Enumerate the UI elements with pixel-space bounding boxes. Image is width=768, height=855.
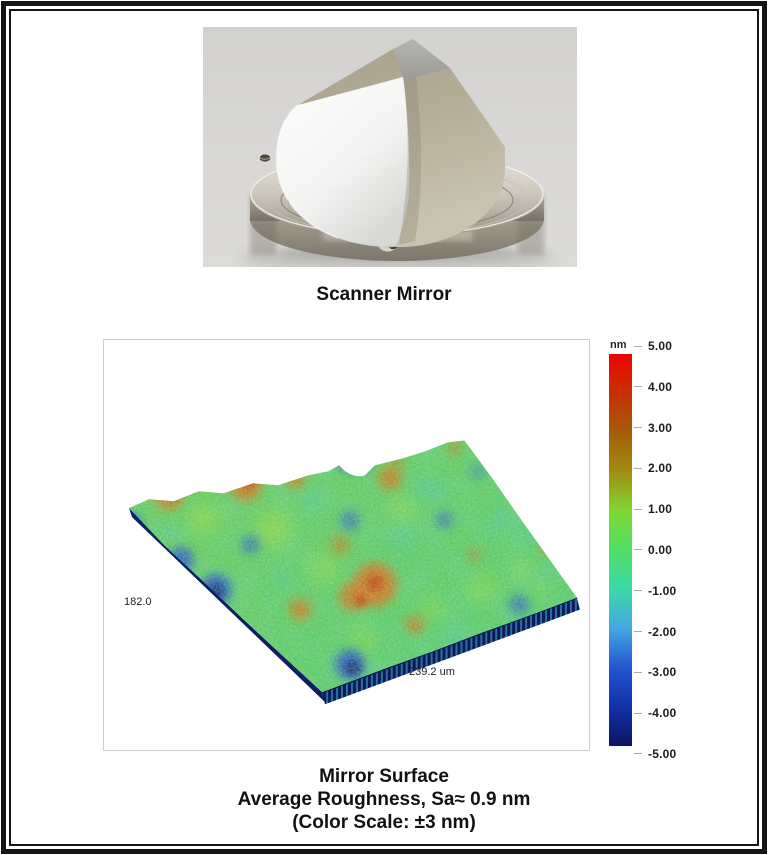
tick-mark: [634, 549, 642, 551]
tick-label: 2.00: [648, 461, 673, 476]
tick-label: -1.00: [648, 583, 677, 598]
colorbar: nm 5.00 4.00: [609, 339, 699, 761]
surface-caption-title: Mirror Surface: [319, 766, 449, 787]
y-extent-label: 182.0: [124, 596, 152, 608]
colorbar-tick: -5.00: [634, 746, 698, 762]
tick-mark: [634, 345, 642, 347]
tick-label: -2.00: [648, 624, 677, 639]
scanner-mirror-photo: [203, 27, 577, 267]
colorbar-tick: -1.00: [634, 583, 698, 599]
colorbar-tick: 0.00: [634, 542, 698, 558]
tick-label: -5.00: [648, 746, 677, 761]
surface-caption-block: Mirror Surface Average Roughness, Sa≈ 0.…: [0, 765, 768, 834]
tick-mark: [634, 671, 642, 673]
colorbar-tick: 2.00: [634, 460, 698, 476]
colorbar-tick: 5.00: [634, 338, 698, 354]
tick-label: -4.00: [648, 706, 677, 721]
tick-mark: [634, 508, 642, 510]
tick-mark: [634, 427, 642, 429]
tick-mark: [634, 590, 642, 592]
photo-caption: Scanner Mirror: [316, 284, 452, 305]
tick-mark: [634, 467, 642, 469]
tick-label: 4.00: [648, 379, 673, 394]
colorbar-unit-label: nm: [610, 339, 627, 351]
surface-3d-plot: [129, 440, 580, 705]
tick-mark: [634, 753, 642, 755]
tick-mark: [634, 712, 642, 714]
x-extent-label: 239.2 um: [409, 666, 455, 678]
colorbar-tick: -2.00: [634, 624, 698, 640]
colorbar-tick: 1.00: [634, 501, 698, 517]
tick-label: 0.00: [648, 542, 673, 557]
tick-label: 5.00: [648, 339, 673, 353]
surface-caption-scale: (Color Scale: ±3 nm): [292, 812, 476, 833]
surface-plot-panel: 182.0 239.2 um: [103, 339, 590, 751]
tick-label: 1.00: [648, 502, 673, 517]
colorbar-tick-list: 5.00 4.00 3.00 2.00 1.00 0.00 -1.00 -2.0…: [634, 338, 698, 762]
colorbar-gradient: [609, 354, 632, 746]
tick-mark: [634, 631, 642, 633]
colorbar-tick: -3.00: [634, 664, 698, 680]
tick-label: 3.00: [648, 420, 673, 435]
colorbar-tick: 4.00: [634, 379, 698, 395]
surface-caption-roughness: Average Roughness, Sa≈ 0.9 nm: [237, 789, 531, 810]
tick-label: -3.00: [648, 665, 677, 680]
colorbar-tick: 3.00: [634, 420, 698, 436]
tick-mark: [634, 386, 642, 388]
colorbar-tick: -4.00: [634, 705, 698, 721]
